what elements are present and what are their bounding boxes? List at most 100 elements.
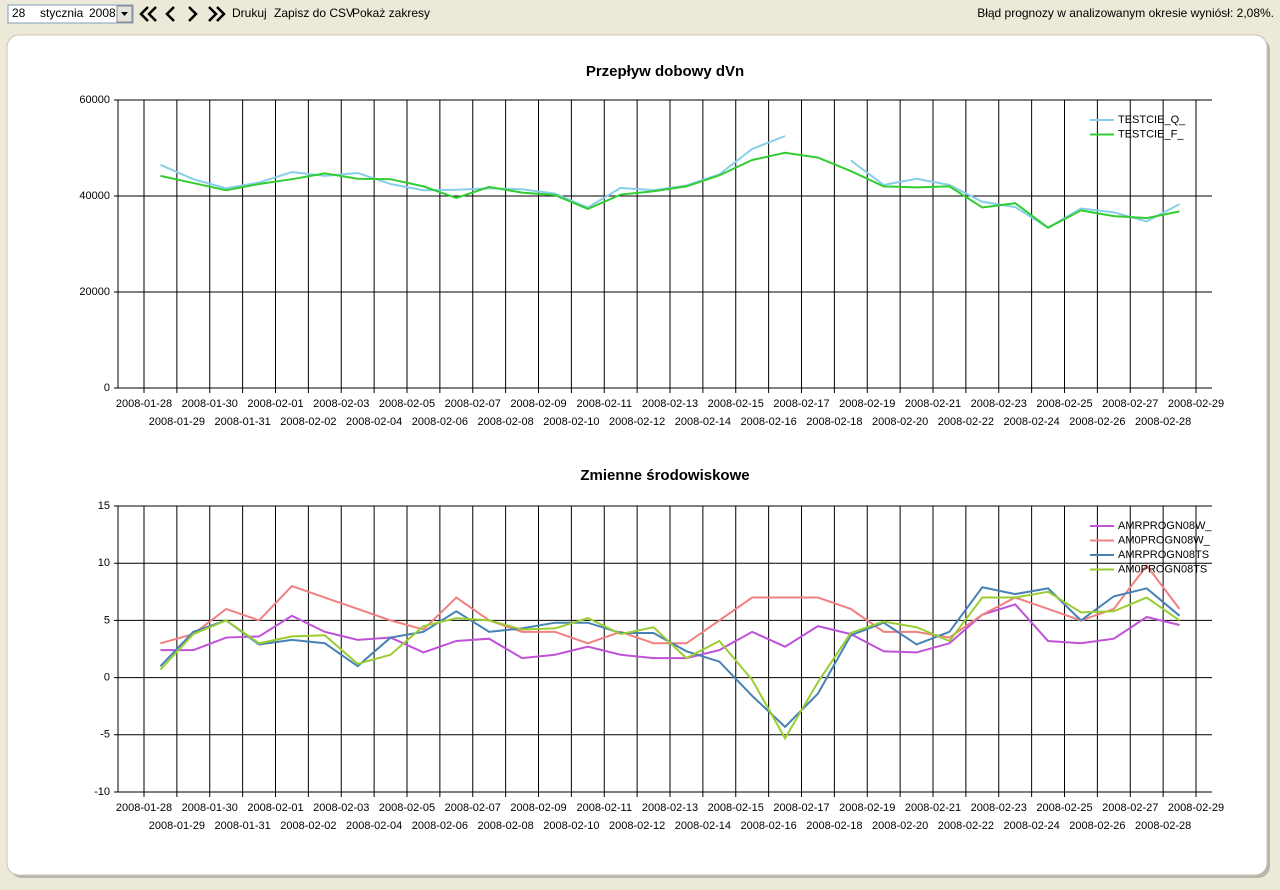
day: 28 [12, 6, 26, 20]
x-tick-label: 2008-02-28 [1135, 820, 1191, 832]
x-tick-label: 2008-02-27 [1102, 802, 1158, 814]
y-tick-label: 5 [104, 614, 110, 626]
x-tick-label: 2008-02-12 [609, 416, 665, 428]
x-tick-label: 2008-02-15 [708, 802, 764, 814]
legend-label: TESTCIE_Q_ [1118, 114, 1186, 126]
x-tick-label: 2008-02-08 [477, 820, 533, 832]
x-tick-label: 2008-02-09 [510, 802, 566, 814]
next-button[interactable] [188, 6, 198, 22]
x-tick-label: 2008-02-13 [642, 398, 698, 410]
x-tick-label: 2008-02-21 [905, 398, 961, 410]
x-tick-label: 2008-02-18 [806, 416, 862, 428]
x-tick-label: 2008-02-23 [971, 802, 1027, 814]
legend-label: TESTCIE_F_ [1118, 128, 1184, 140]
x-tick-label: 2008-02-27 [1102, 398, 1158, 410]
legend-label: AMRPROGN08TS [1118, 549, 1209, 561]
ranges-button[interactable]: Pokaż zakresy [352, 6, 430, 20]
x-tick-label: 2008-02-22 [938, 820, 994, 832]
x-tick-label: 2008-02-15 [708, 398, 764, 410]
x-tick-label: 2008-01-30 [182, 398, 238, 410]
toolbar [0, 0, 1280, 28]
x-tick-label: 2008-02-08 [477, 416, 533, 428]
y-tick-label: 0 [104, 382, 110, 394]
x-tick-label: 2008-01-29 [149, 820, 205, 832]
y-tick-label: 60000 [79, 94, 110, 106]
y-tick-label: 15 [98, 500, 110, 512]
x-tick-label: 2008-02-14 [675, 416, 731, 428]
status-text: Błąd prognozy w analizowanym okresie wyn… [977, 6, 1274, 20]
date-picker[interactable] [7, 4, 134, 24]
x-tick-label: 2008-01-30 [182, 802, 238, 814]
x-tick-label: 2008-01-31 [214, 820, 270, 832]
y-tick-label: -5 [100, 729, 110, 741]
y-tick-label: 20000 [79, 286, 110, 298]
y-tick-label: -10 [94, 786, 110, 798]
series-line [160, 151, 1180, 229]
x-tick-label: 2008-02-26 [1069, 416, 1125, 428]
x-tick-label: 2008-02-29 [1168, 802, 1224, 814]
x-tick-label: 2008-02-24 [1003, 820, 1059, 832]
x-tick-label: 2008-02-25 [1036, 398, 1092, 410]
x-tick-label: 2008-02-06 [412, 820, 468, 832]
x-tick-label: 2008-02-05 [379, 398, 435, 410]
x-tick-label: 2008-02-18 [806, 820, 862, 832]
chart-title: Przepływ dobowy dVn [586, 63, 744, 80]
dropdown-arrow [121, 12, 128, 16]
first-button[interactable] [139, 6, 157, 22]
x-tick-label: 2008-02-04 [346, 416, 402, 428]
x-tick-label: 2008-02-13 [642, 802, 698, 814]
x-tick-label: 2008-02-17 [773, 398, 829, 410]
y-tick-label: 0 [104, 672, 110, 684]
x-tick-label: 2008-02-11 [577, 398, 632, 410]
csv-button[interactable]: Zapisz do CSV [274, 6, 354, 20]
x-tick-label: 2008-02-25 [1036, 802, 1092, 814]
x-tick-label: 2008-02-12 [609, 820, 665, 832]
x-tick-label: 2008-02-16 [740, 820, 796, 832]
legend-label: AM0PROGN08W_ [1118, 534, 1211, 546]
x-tick-label: 2008-02-07 [445, 802, 501, 814]
x-tick-label: 2008-02-10 [543, 820, 599, 832]
x-tick-label: 2008-02-19 [839, 802, 895, 814]
x-tick-label: 2008-02-01 [247, 398, 303, 410]
x-tick-label: 2008-02-10 [543, 416, 599, 428]
x-tick-label: 2008-02-09 [510, 398, 566, 410]
last-button[interactable] [208, 6, 226, 22]
chart-title: Zmienne środowiskowe [580, 467, 749, 484]
x-tick-label: 2008-02-16 [740, 416, 796, 428]
x-tick-label: 2008-02-21 [905, 802, 961, 814]
month: stycznia [40, 6, 84, 20]
prev-button[interactable] [165, 6, 175, 22]
chart-panel [6, 34, 1268, 876]
x-tick-label: 2008-01-31 [214, 416, 270, 428]
x-tick-label: 2008-02-17 [773, 802, 829, 814]
x-tick-label: 2008-02-04 [346, 820, 402, 832]
x-tick-label: 2008-02-29 [1168, 398, 1224, 410]
x-tick-label: 2008-01-29 [149, 416, 205, 428]
x-tick-label: 2008-02-02 [280, 820, 336, 832]
x-tick-label: 2008-02-19 [839, 398, 895, 410]
y-tick-label: 10 [98, 557, 110, 569]
series-line [850, 159, 1181, 229]
x-tick-label: 2008-01-28 [116, 802, 172, 814]
print-button[interactable]: Drukuj [232, 6, 267, 20]
x-tick-label: 2008-01-28 [116, 398, 172, 410]
series-line [159, 590, 1181, 741]
x-tick-label: 2008-02-03 [313, 398, 369, 410]
x-tick-label: 2008-02-20 [872, 820, 928, 832]
x-tick-label: 2008-02-14 [675, 820, 731, 832]
x-tick-label: 2008-02-23 [971, 398, 1027, 410]
x-tick-label: 2008-02-06 [412, 416, 468, 428]
x-tick-label: 2008-02-22 [938, 416, 994, 428]
x-tick-label: 2008-02-01 [247, 802, 303, 814]
x-tick-label: 2008-02-03 [313, 802, 369, 814]
x-tick-label: 2008-02-02 [280, 416, 336, 428]
x-tick-label: 2008-02-11 [577, 802, 632, 814]
x-tick-label: 2008-02-26 [1069, 820, 1125, 832]
series-line [160, 603, 1180, 660]
x-tick-label: 2008-02-24 [1003, 416, 1059, 428]
y-tick-label: 40000 [79, 190, 110, 202]
legend-label: AMRPROGN08W_ [1118, 520, 1212, 532]
x-tick-label: 2008-02-05 [379, 802, 435, 814]
